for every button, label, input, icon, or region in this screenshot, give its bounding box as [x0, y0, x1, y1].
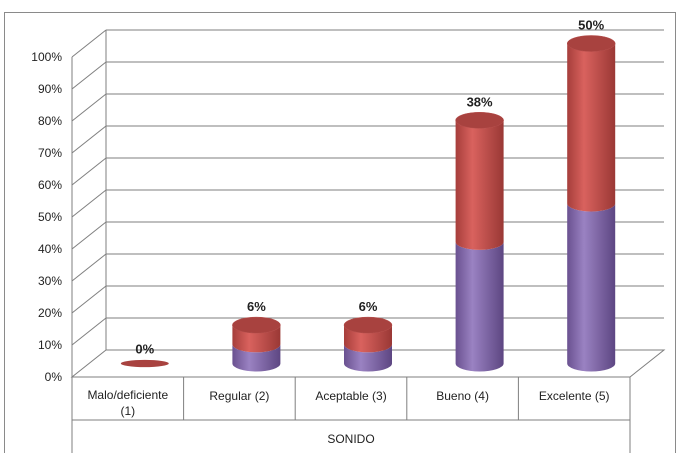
bar-segment-upper: [455, 120, 504, 250]
category-label: (1): [120, 404, 135, 418]
y-tick-label: 20%: [38, 306, 62, 320]
category-label: Regular (2): [209, 389, 269, 403]
category-label: Excelente (5): [539, 389, 610, 403]
bar-segment-upper: [344, 325, 392, 353]
x-axis-title: SONIDO: [327, 432, 374, 446]
y-tick-label: 80%: [38, 114, 62, 128]
bar-segment-lower: [232, 344, 281, 372]
data-label: 50%: [578, 18, 604, 33]
bar-top-cap: [232, 316, 281, 334]
bar-segment-lower: [344, 344, 392, 372]
bar-segment-lower: [455, 241, 504, 372]
bar-top-cap: [566, 35, 616, 52]
floor: [70, 349, 666, 378]
grid-line-side: [71, 61, 107, 90]
y-tick-label: 60%: [38, 178, 62, 192]
y-tick-label: 30%: [38, 274, 62, 288]
bar-zero-disc: [120, 359, 169, 368]
y-axis-ticks: 0% 10% 20% 30% 40% 50% 60% 70% 80% 90% 100%: [31, 50, 62, 384]
bar-top-cap: [455, 112, 504, 129]
y-tick-label: 70%: [38, 146, 62, 160]
grid-line-side: [71, 317, 107, 346]
grid-line-side: [71, 157, 107, 186]
grid-line-side: [71, 189, 107, 218]
bar-segment-upper: [567, 43, 616, 212]
y-tick-label: 0%: [45, 370, 63, 384]
grid-line-side: [71, 125, 107, 154]
data-labels: 0% 6% 6% 38% 50%: [135, 18, 604, 357]
chart-frame: [4, 12, 676, 453]
y-tick-label: 10%: [38, 338, 62, 352]
y-tick-label: 90%: [38, 82, 62, 96]
category-table: Malo/deficiente (1) Regular (2) Aceptable (…: [71, 377, 631, 453]
y-tick-label: 50%: [38, 210, 62, 224]
grid-line-side: [71, 29, 107, 58]
grid-line-side: [71, 253, 107, 282]
category-label: Malo/deficiente: [87, 388, 168, 402]
category-label: Bueno (4): [436, 389, 489, 403]
grid-line-side: [71, 221, 107, 250]
data-label: 38%: [467, 94, 493, 109]
data-label: 6%: [247, 299, 266, 314]
y-tick-label: 40%: [38, 242, 62, 256]
bar-top-cap: [343, 316, 393, 334]
bar-series: [120, 35, 616, 372]
data-label: 6%: [359, 299, 378, 314]
grid-line-side: [71, 93, 107, 122]
data-label: 0%: [135, 342, 154, 357]
bar-segment-lower: [567, 203, 616, 372]
bar-segment-upper: [232, 325, 281, 353]
category-label: Aceptable (3): [315, 389, 386, 403]
y-tick-label: 100%: [31, 50, 62, 64]
grid-line-side: [71, 285, 107, 314]
